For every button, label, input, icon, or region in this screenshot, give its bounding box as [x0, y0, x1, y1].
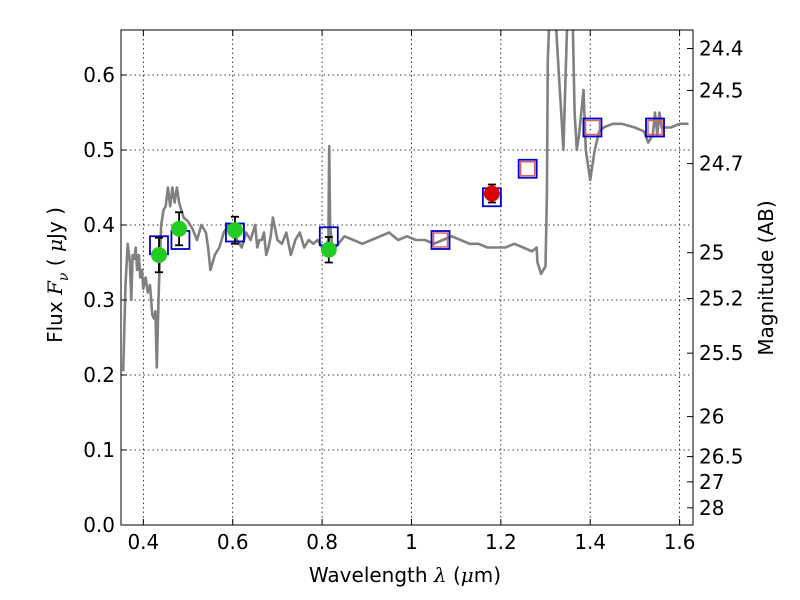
y-tick-label: 0.0 [83, 513, 115, 537]
model-box-marker [582, 117, 603, 138]
y-tick-label: 0.2 [83, 363, 115, 387]
y-tick-label: 0.5 [83, 138, 115, 162]
photometry-point [150, 247, 167, 263]
y-tick-label: 0.3 [83, 288, 115, 312]
y-axis-label: Flux Fν ( μJy ) [43, 207, 72, 343]
x-tick-label: 1.2 [485, 530, 517, 554]
model-box-marker [430, 230, 451, 250]
model-box-marker [645, 117, 665, 138]
series-layer [121, 30, 689, 372]
y2-axis-label: Magnitude (AB) [754, 200, 778, 355]
x-tick-label: 1 [405, 530, 418, 554]
model-box-marker-red [519, 161, 536, 177]
y-tick-label: 0.6 [83, 63, 115, 87]
y2-tick-label: 25.2 [699, 287, 744, 311]
y2-tick-label: 26.5 [699, 445, 744, 469]
grid-layer [121, 30, 693, 525]
y-axis: 0.0 0.1 0.2 0.3 0.4 0.5 0.6 [83, 63, 127, 537]
nir-detection-point [483, 185, 500, 202]
y2-tick-label: 28 [699, 496, 724, 520]
photometry-point [226, 222, 243, 239]
model-box-marker-red [432, 232, 449, 248]
y-tick-label: 0.4 [83, 213, 115, 237]
x-axis: 0.4 0.6 0.8 1 1.2 1.4 1.6 [127, 30, 696, 554]
photometry-point [320, 241, 337, 258]
y2-tick-label: 27 [699, 470, 724, 494]
plot-frame [120, 29, 694, 526]
x-tick-label: 0.8 [306, 530, 338, 554]
y2-tick-label: 24.5 [699, 78, 744, 102]
y2-tick-label: 25.5 [699, 341, 744, 365]
y2-tick-label: 24.7 [699, 152, 744, 176]
x-tick-label: 1.4 [574, 530, 606, 554]
x-tick-label: 1.6 [664, 530, 696, 554]
model-box-marker-red [584, 119, 601, 136]
model-box-marker [517, 158, 538, 179]
y-tick-label: 0.1 [83, 438, 115, 462]
plot-area [121, 30, 689, 372]
photometry-point [171, 220, 188, 237]
model-box-marker-red [647, 119, 663, 136]
x-tick-label: 0.4 [127, 530, 159, 554]
y2-tick-label: 26 [699, 405, 724, 429]
y2-tick-label: 24.4 [699, 37, 744, 61]
x-axis-label: Wavelength λ (μm) [309, 563, 501, 587]
y2-tick-label: 25 [699, 241, 724, 265]
x-tick-label: 0.6 [217, 530, 249, 554]
